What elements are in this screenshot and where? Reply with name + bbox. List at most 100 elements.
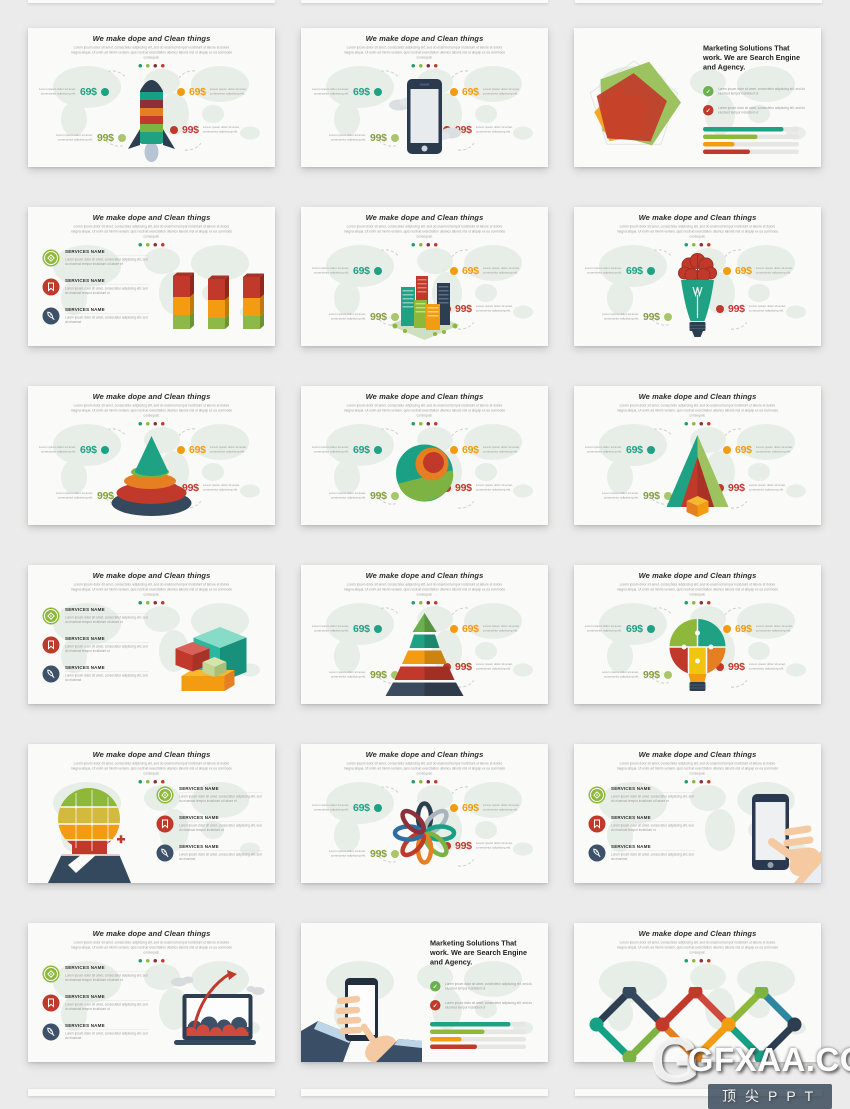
service-name: SERVICES NAME	[65, 278, 149, 285]
slide-subtitle: Lorem ipsum dolor sit amet, consectetur …	[616, 583, 779, 597]
price-value: 69$	[353, 623, 370, 635]
slide-thumbnail-rocket[interactable]: We make dope and Clean things Lorem ipsum…	[28, 28, 275, 167]
slide-subtitle: Lorem ipsum dolor sit amet, consectetur …	[343, 762, 506, 776]
service-name: SERVICES NAME	[65, 994, 149, 1001]
slide-canvas: Marketing Solutions That work. We are Se…	[574, 28, 821, 167]
service-text: SERVICES NAME Lorem ipsum dolor sit amet,…	[611, 786, 695, 804]
service-item: SERVICES NAME Lorem ipsum dolor sit amet,…	[42, 636, 154, 654]
service-desc: Lorem ipsum dolor sit amet, consectetur …	[65, 316, 148, 325]
price-value: 69$	[353, 86, 370, 98]
price-value: 69$	[462, 265, 479, 277]
price-note: Lorem ipsum dolor sit amet, consectetur …	[311, 625, 349, 633]
slide-thumbnail-brain-bulb[interactable]: We make dope and Clean things Lorem ipsum…	[574, 207, 821, 346]
price-item: 69$ Lorem ipsum dolor sit amet, consectet…	[723, 444, 799, 456]
price-value: 69$	[626, 623, 643, 635]
accent-dot	[153, 422, 157, 426]
accent-dot	[426, 64, 430, 68]
slide-subtitle: Lorem ipsum dolor sit amet, consectetur …	[616, 762, 779, 776]
accent-dot	[146, 959, 150, 963]
service-desc: Lorem ipsum dolor sit amet, consectetur …	[65, 1003, 148, 1012]
slide-canvas: We make dope and Clean things Lorem ipsum…	[574, 386, 821, 525]
accent-dot	[411, 601, 415, 605]
slide-thumbnail-bulb-puzzle[interactable]: We make dope and Clean things Lorem ipsum…	[574, 565, 821, 704]
service-text: SERVICES NAME Lorem ipsum dolor sit amet,…	[179, 844, 263, 862]
slide-canvas: We make dope and Clean things Lorem ipsum…	[28, 923, 275, 1062]
slide-subtitle: Lorem ipsum dolor sit amet, consectetur …	[343, 225, 506, 239]
slide-subtitle: Lorem ipsum dolor sit amet, consectetur …	[616, 941, 779, 955]
slide-thumbnail-bars3d[interactable]: We make dope and Clean things Lorem ipsum…	[28, 207, 275, 346]
progress-fill	[703, 127, 784, 132]
slide-thumbnail-smartphone[interactable]: We make dope and Clean things Lorem ipsum…	[301, 28, 548, 167]
price-note: Lorem ipsum dolor sit amet, consectetur …	[482, 88, 520, 96]
price-dot	[716, 663, 724, 671]
price-dot	[100, 88, 109, 96]
price-item: Lorem ipsum dolor sit amet, consectetur …	[596, 311, 672, 323]
accent-dot	[699, 959, 703, 963]
slide-canvas: We make dope and Clean things Lorem ipsum…	[574, 207, 821, 346]
price-dot	[663, 313, 672, 321]
bullet-text: Lorem ipsum dolor sit amet, consectetur …	[718, 106, 805, 115]
phone-hand-graphic	[724, 792, 821, 883]
slide-canvas: We make dope and Clean things Lorem ipsum…	[301, 386, 548, 525]
price-value: 69$	[80, 444, 97, 456]
price-value: 99$	[455, 840, 472, 852]
accent-dot	[684, 422, 688, 426]
slide-thumbnail-pyramid-cutaway[interactable]: We make dope and Clean things Lorem ipsum…	[574, 386, 821, 525]
cubes-graphic	[162, 613, 268, 698]
progress-track	[430, 1022, 526, 1027]
price-item: Lorem ipsum dolor sit amet, consectetur …	[323, 848, 399, 860]
slide-thumbnail-hands-phone[interactable]: Marketing Solutions That work. We are Se…	[301, 923, 548, 1062]
slide-thumbnail-diamond-chain[interactable]: We make dope and Clean things Lorem ipsum…	[574, 923, 821, 1062]
price-note: Lorem ipsum dolor sit amet, consectetur …	[748, 663, 786, 671]
slide-thumbnail-cone[interactable]: We make dope and Clean things Lorem ipsum…	[28, 386, 275, 525]
partial-slide-bottom	[28, 1089, 275, 1096]
service-desc: Lorem ipsum dolor sit amet, consectetur …	[65, 258, 148, 267]
price-note: Lorem ipsum dolor sit amet, consectetur …	[209, 446, 247, 454]
service-item: SERVICES NAME Lorem ipsum dolor sit amet,…	[42, 249, 154, 267]
service-name: SERVICES NAME	[179, 844, 263, 851]
price-value: 99$	[455, 303, 472, 315]
price-dot	[723, 267, 731, 275]
slide-thumbnail-radar[interactable]: Marketing Solutions That work. We are Se…	[574, 28, 821, 167]
accent-dot	[146, 422, 150, 426]
accent-dot	[411, 243, 415, 247]
price-dot	[373, 267, 382, 275]
slide-thumbnail-pyramid-layers[interactable]: We make dope and Clean things Lorem ipsum…	[301, 565, 548, 704]
accent-dot	[153, 780, 157, 784]
slide-thumbnail-laptop-chart[interactable]: We make dope and Clean things Lorem ipsum…	[28, 923, 275, 1062]
slide-thumbnail-city[interactable]: We make dope and Clean things Lorem ipsum…	[301, 207, 548, 346]
price-note: Lorem ipsum dolor sit amet, consectetur …	[328, 671, 366, 679]
service-name: SERVICES NAME	[65, 965, 149, 972]
accent-dot	[434, 422, 438, 426]
accent-dot	[699, 422, 703, 426]
partial-slide-bottom	[575, 1089, 822, 1096]
accent-dots	[574, 243, 821, 247]
slide-subtitle: Lorem ipsum dolor sit amet, consectetur …	[70, 225, 233, 239]
slide-canvas: We make dope and Clean things Lorem ipsum…	[28, 744, 275, 883]
slide-thumbnail-cubes[interactable]: We make dope and Clean things Lorem ipsum…	[28, 565, 275, 704]
accent-dot	[426, 601, 430, 605]
slide-title: We make dope and Clean things	[365, 750, 484, 760]
slide-title: We make dope and Clean things	[638, 929, 757, 939]
accent-dot	[161, 64, 165, 68]
partial-slide-bottom	[301, 1089, 548, 1096]
service-desc: Lorem ipsum dolor sit amet, consectetur …	[65, 287, 148, 296]
accent-dot	[692, 780, 696, 784]
slide-thumbnail-phone-hand[interactable]: We make dope and Clean things Lorem ipsum…	[574, 744, 821, 883]
slide-title: We make dope and Clean things	[92, 571, 211, 581]
slide-thumbnail-head-circuit[interactable]: We make dope and Clean things Lorem ipsum…	[28, 744, 275, 883]
progress-fill	[430, 1022, 511, 1027]
accent-dot	[707, 780, 711, 784]
price-value: 99$	[728, 661, 745, 673]
service-name: SERVICES NAME	[65, 249, 149, 256]
price-item: Lorem ipsum dolor sit amet, consectetur …	[306, 623, 382, 635]
partial-slide-top	[301, 0, 548, 3]
slide-thumbnail-sphere[interactable]: We make dope and Clean things Lorem ipsum…	[301, 386, 548, 525]
pyramid-cutaway-graphic	[654, 428, 741, 521]
slide-thumbnail-loops-flower[interactable]: We make dope and Clean things Lorem ipsum…	[301, 744, 548, 883]
smartphone-graphic	[381, 72, 468, 161]
price-dot	[646, 267, 655, 275]
service-text: SERVICES NAME Lorem ipsum dolor sit amet,…	[65, 249, 149, 267]
service-name: SERVICES NAME	[611, 815, 695, 822]
price-dot	[723, 446, 731, 454]
